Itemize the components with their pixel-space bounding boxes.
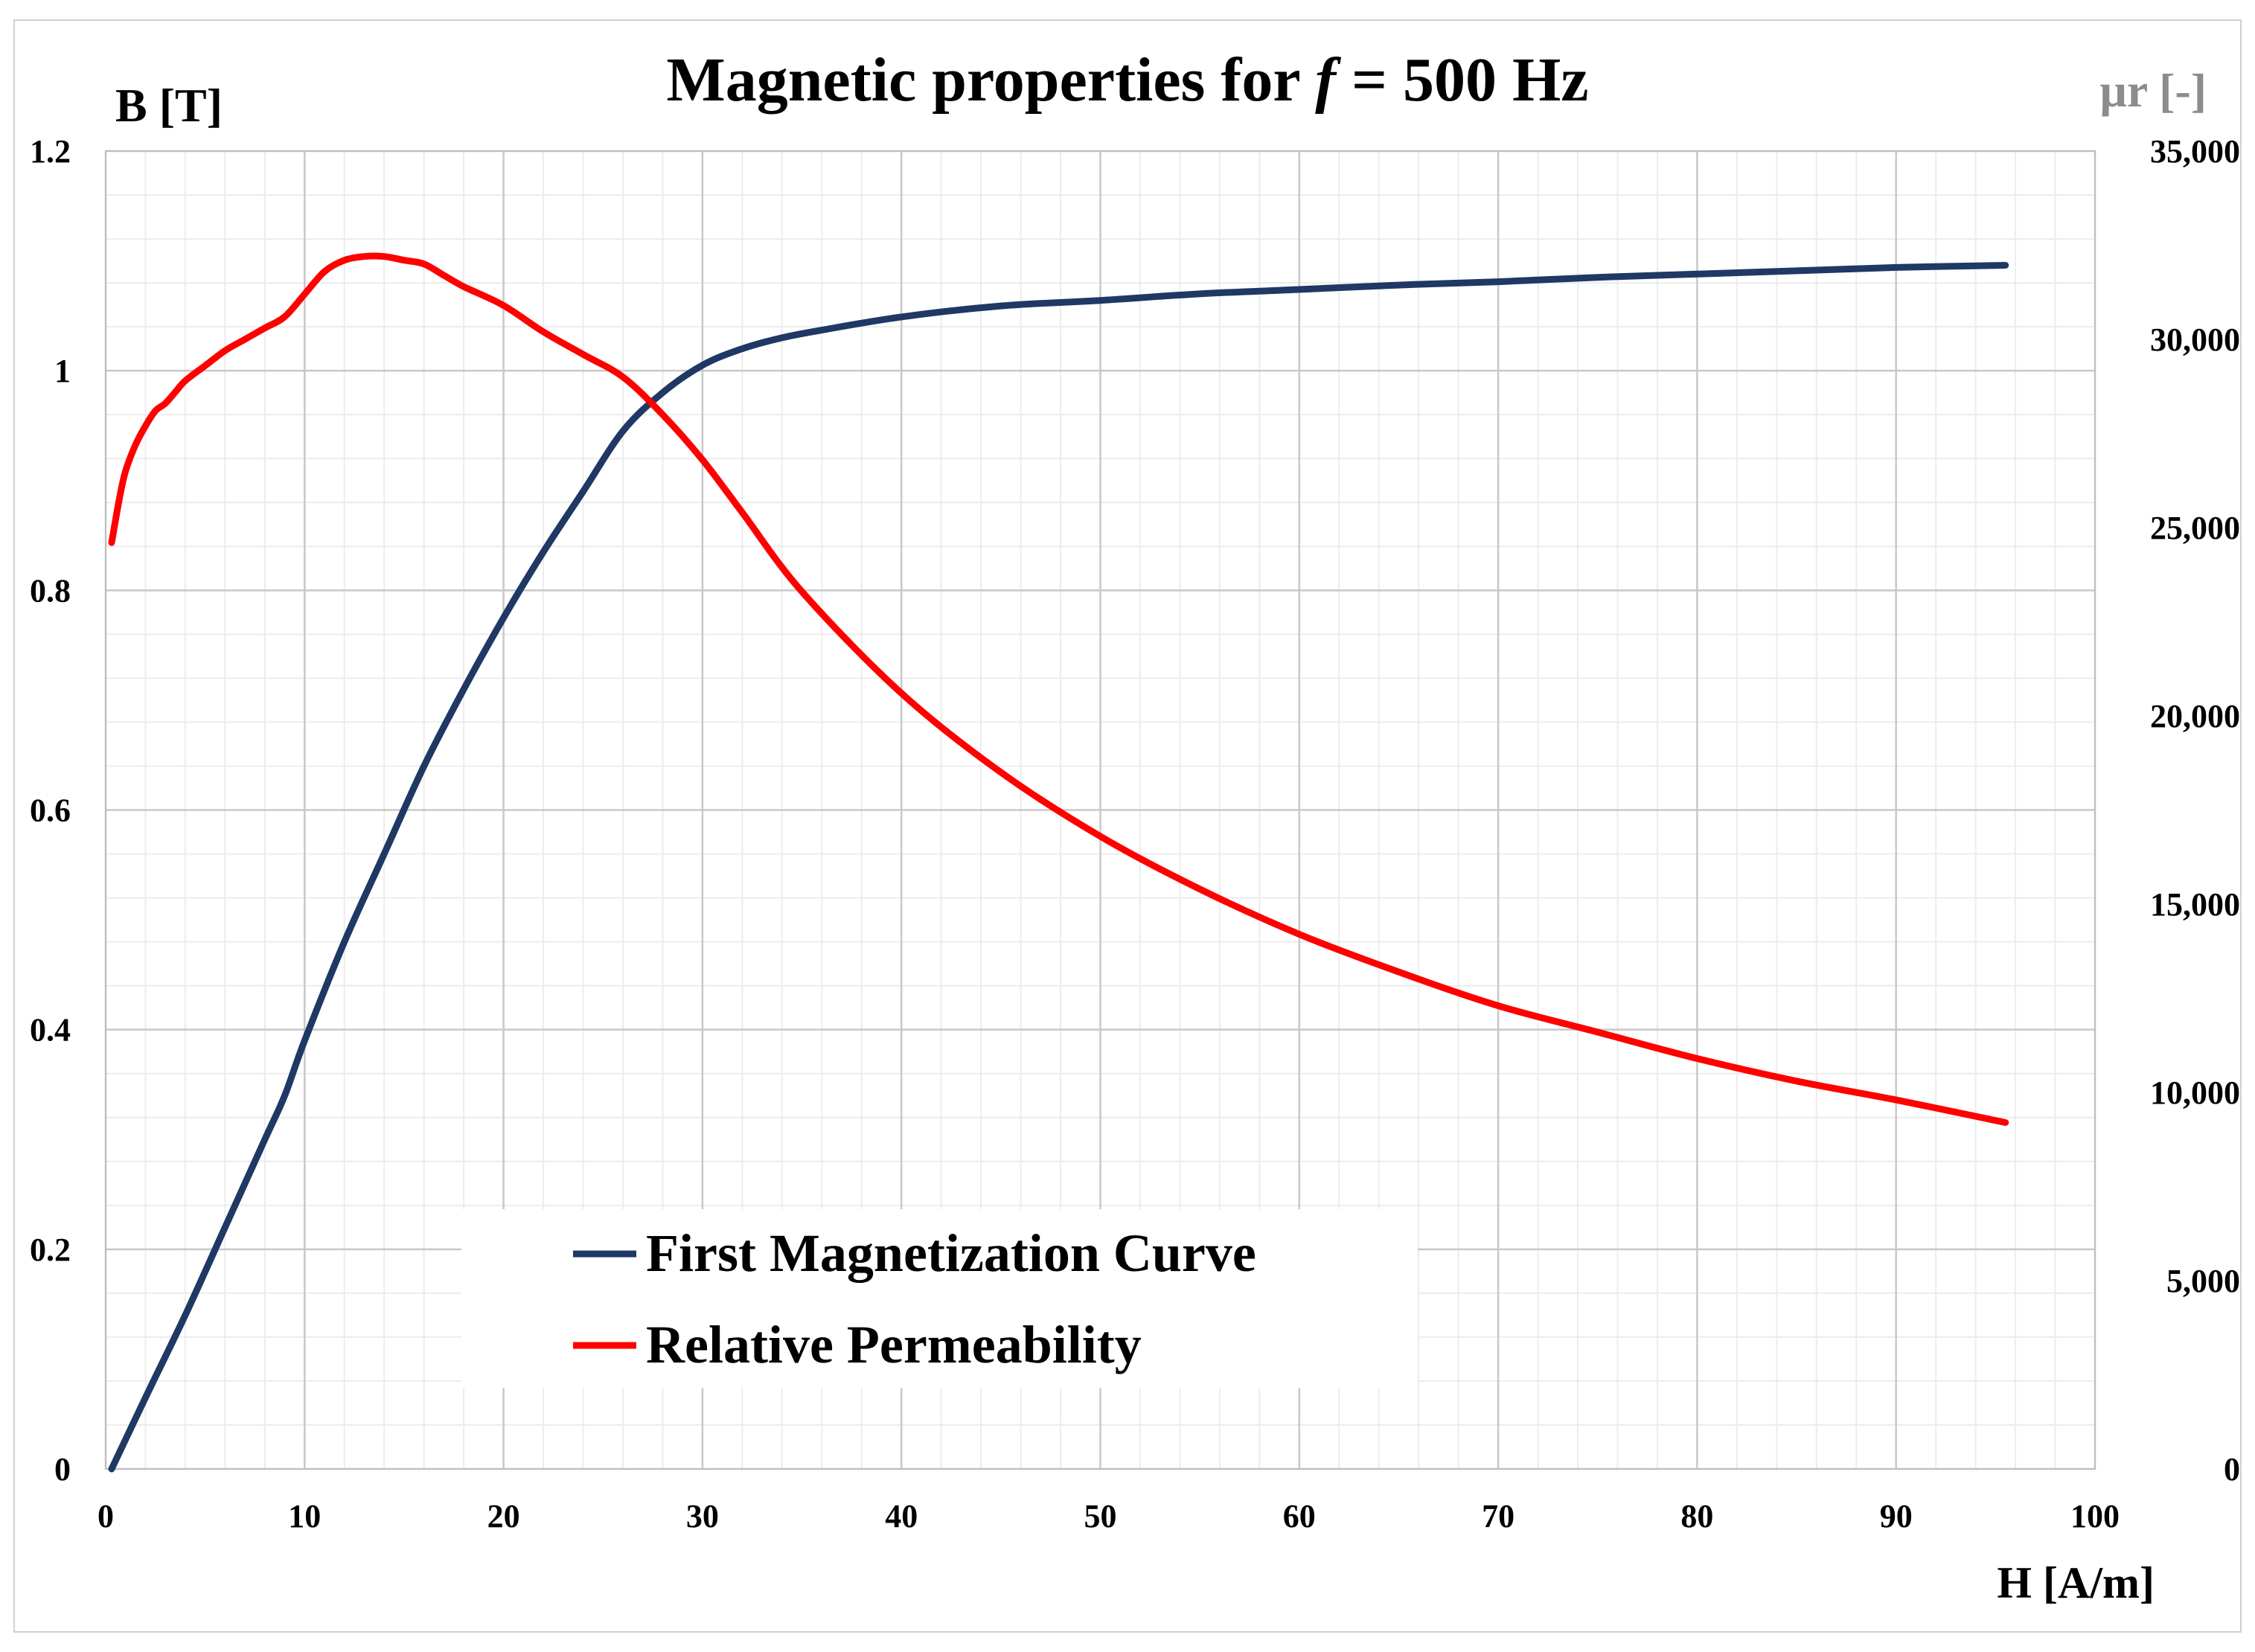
y-axis-left-title: B [T] [115,79,223,132]
y-right-tick-label: 30,000 [2150,321,2240,358]
series-line-relative-permeability [108,252,2009,1126]
x-axis-ticks: 0 10 20 30 40 50 60 70 80 90 100 [97,1498,2120,1534]
y-left-tick-label: 0.4 [30,1012,71,1048]
chart-title: Magnetic properties for f = 500 Hz [666,45,1588,115]
legend: First Magnetization Curve Relative Perme… [461,1209,1418,1388]
y-axis-right-ticks: 0 5,000 10,000 15,000 20,000 25,000 30,000 35,0… [2150,133,2240,1488]
title-suffix: = 500 Hz [1336,45,1589,115]
legend-label-relative-permeability: Relative Permeability [646,1315,1142,1374]
legend-label-first-magnetization: First Magnetization Curve [646,1223,1256,1283]
y-right-tick-label: 15,000 [2150,886,2240,923]
x-tick-label: 100 [2070,1498,2120,1534]
x-tick-label: 70 [1482,1498,1514,1534]
legend-box [461,1209,1418,1388]
x-tick-label: 30 [686,1498,719,1534]
y-axis-left-ticks: 0 0.2 0.4 0.6 0.8 1 1.2 [30,133,71,1488]
y-right-tick-label: 25,000 [2150,510,2240,546]
x-tick-label: 50 [1084,1498,1117,1534]
y-right-tick-label: 35,000 [2150,133,2240,170]
y-right-tick-label: 5,000 [2166,1263,2240,1299]
series-line-first-magnetization [108,262,2009,1473]
x-tick-label: 0 [97,1498,114,1534]
x-tick-label: 10 [288,1498,321,1534]
y-left-tick-label: 0 [54,1451,71,1488]
x-tick-label: 40 [885,1498,918,1534]
y-axis-right-title: μr [-] [2100,64,2207,117]
y-left-tick-label: 1.2 [30,133,71,170]
y-right-tick-label: 10,000 [2150,1075,2240,1111]
x-axis-title: H [A/m] [1997,1558,2155,1607]
y-left-tick-label: 0.6 [30,793,71,829]
y-right-tick-label: 20,000 [2150,698,2240,734]
title-prefix: Magnetic properties for [666,45,1315,115]
x-tick-label: 80 [1680,1498,1713,1534]
series-layer [108,252,2009,1473]
y-left-tick-label: 0.2 [30,1232,71,1268]
x-tick-label: 60 [1283,1498,1316,1534]
y-left-tick-label: 0.8 [30,572,71,609]
y-left-tick-label: 1 [54,353,71,389]
y-right-tick-label: 0 [2224,1451,2240,1488]
plot-area [105,150,2096,1470]
x-tick-label: 20 [487,1498,520,1534]
x-tick-label: 90 [1880,1498,1913,1534]
